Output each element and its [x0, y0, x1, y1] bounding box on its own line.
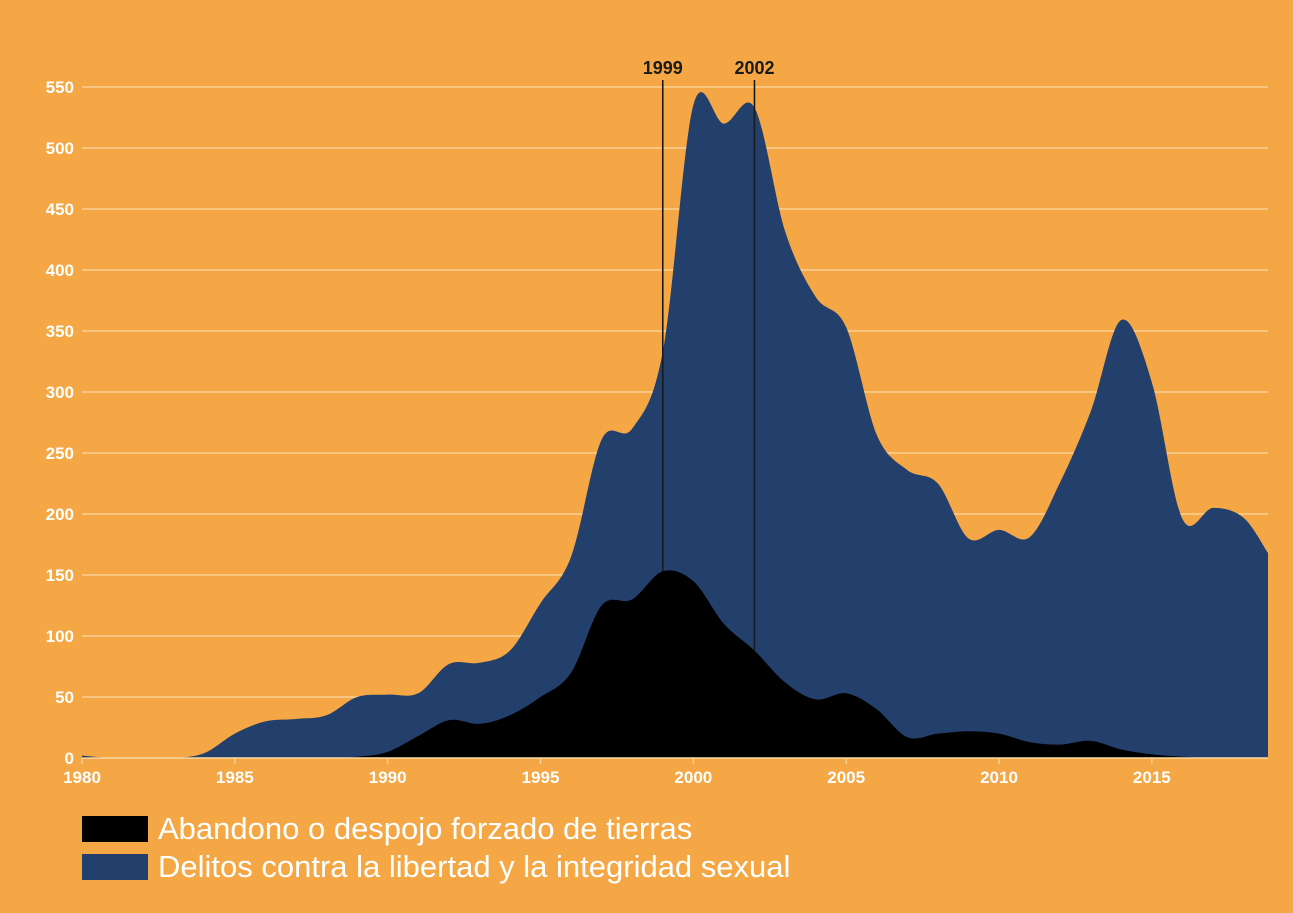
y-tick-label-500: 500 — [46, 139, 74, 158]
y-tick-label-350: 350 — [46, 322, 74, 341]
stacked-areas — [82, 92, 1268, 758]
legend-label-abandono: Abandono o despojo forzado de tierras — [158, 811, 693, 846]
legend-swatch-abandono — [82, 816, 148, 842]
y-tick-label-150: 150 — [46, 566, 74, 585]
y-tick-label-0: 0 — [65, 749, 74, 768]
x-tick-label-2015: 2015 — [1133, 768, 1171, 787]
y-tick-label-100: 100 — [46, 627, 74, 646]
y-tick-label-400: 400 — [46, 261, 74, 280]
axes: 0 50 100 150 200 250 300 350 400 450 500 550 1980 198… — [46, 78, 1268, 787]
y-tick-label-550: 550 — [46, 78, 74, 97]
marker-label-1999: 1999 — [643, 58, 683, 78]
x-tick-label-1980: 1980 — [63, 768, 101, 787]
y-tick-label-300: 300 — [46, 383, 74, 402]
x-tick-label-1990: 1990 — [369, 768, 407, 787]
x-tick-label-2000: 2000 — [674, 768, 712, 787]
y-tick-label-250: 250 — [46, 444, 74, 463]
area-series-0 — [82, 570, 1268, 758]
legend-label-delitos: Delitos contra la libertad y la integrid… — [158, 849, 791, 884]
year-markers: 1999 2002 — [643, 58, 774, 651]
area-series-1 — [82, 92, 1268, 758]
marker-label-2002: 2002 — [734, 58, 774, 78]
legend-swatch-delitos — [82, 854, 148, 880]
legend: Abandono o despojo forzado de tierras De… — [82, 810, 790, 886]
x-tick-label-2010: 2010 — [980, 768, 1018, 787]
y-tick-label-50: 50 — [55, 688, 74, 707]
x-tick-label-2005: 2005 — [827, 768, 865, 787]
x-tick-label-1985: 1985 — [216, 768, 254, 787]
x-tick-label-1995: 1995 — [522, 768, 560, 787]
y-tick-label-200: 200 — [46, 505, 74, 524]
legend-item-delitos: Delitos contra la libertad y la integrid… — [82, 848, 790, 886]
y-tick-label-450: 450 — [46, 200, 74, 219]
legend-item-abandono: Abandono o despojo forzado de tierras — [82, 810, 790, 848]
